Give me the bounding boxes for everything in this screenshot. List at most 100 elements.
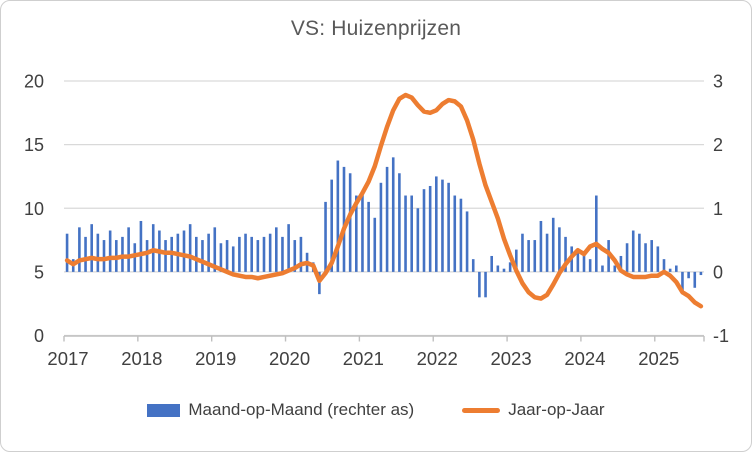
mom-bar xyxy=(447,182,450,272)
mom-bar xyxy=(330,179,333,272)
mom-bar xyxy=(496,265,500,272)
legend-item-jaar-op-jaar: Jaar-op-Jaar xyxy=(462,400,605,420)
right-axis-label: -1 xyxy=(713,326,729,346)
bar-series-swatch xyxy=(147,403,181,417)
mom-bar xyxy=(201,240,204,272)
mom-bar xyxy=(668,268,672,272)
mom-bar xyxy=(539,220,543,272)
mom-bar xyxy=(601,265,604,272)
mom-bar xyxy=(250,236,253,272)
mom-bar xyxy=(293,240,297,272)
mom-bar xyxy=(385,166,389,272)
mom-bar xyxy=(96,233,100,272)
mom-bar xyxy=(373,217,377,272)
mom-bar xyxy=(576,252,580,272)
mom-bar xyxy=(638,233,641,272)
right-axis-label: 3 xyxy=(713,72,723,92)
mom-bar xyxy=(625,243,629,272)
right-axis-label: 0 xyxy=(713,262,723,282)
left-axis-label: 0 xyxy=(34,326,44,346)
mom-bar xyxy=(207,233,210,272)
mom-bar xyxy=(613,265,617,272)
mom-bar xyxy=(65,233,69,272)
year-label: 2018 xyxy=(121,348,162,369)
year-label: 2025 xyxy=(638,348,679,369)
mom-bar xyxy=(108,230,112,272)
mom-bar xyxy=(490,255,493,272)
left-axis-label: 10 xyxy=(24,199,44,219)
right-axis-label: 2 xyxy=(713,135,723,155)
year-label: 2019 xyxy=(195,348,236,369)
mom-bar xyxy=(619,255,623,272)
mom-bar xyxy=(145,240,149,272)
left-axis-label: 20 xyxy=(24,72,44,92)
mom-bar xyxy=(631,230,635,272)
mom-bar xyxy=(275,227,278,272)
mom-bar xyxy=(650,240,653,272)
mom-bar xyxy=(502,268,506,272)
mom-bar xyxy=(404,195,407,272)
mom-bar xyxy=(471,259,475,272)
year-label: 2023 xyxy=(490,348,531,369)
mom-bar xyxy=(324,201,327,272)
mom-bar xyxy=(348,173,352,272)
mom-bar xyxy=(90,224,93,272)
right-axis-label: 1 xyxy=(713,199,723,219)
mom-bar xyxy=(182,230,186,272)
mom-bar xyxy=(582,255,586,272)
mom-bar xyxy=(231,246,235,272)
mom-bar xyxy=(262,236,266,272)
legend-item-maand-op-maand: Maand-op-Maand (rechter as) xyxy=(147,400,414,420)
mom-bar xyxy=(533,240,537,272)
mom-bar xyxy=(545,233,549,272)
mom-bar xyxy=(441,179,444,272)
year-label: 2022 xyxy=(417,348,458,369)
mom-bar xyxy=(558,227,561,272)
mom-bar xyxy=(244,233,247,272)
mom-bar xyxy=(361,192,364,272)
mom-bar xyxy=(515,249,518,272)
mom-bar xyxy=(551,217,555,272)
year-label: 2024 xyxy=(564,348,605,369)
mom-bar xyxy=(127,227,130,272)
mom-bar xyxy=(675,265,678,272)
line-series-swatch xyxy=(462,407,501,413)
mom-bar xyxy=(656,246,660,272)
mom-bar xyxy=(398,173,401,272)
mom-bar xyxy=(336,160,340,272)
mom-bar xyxy=(188,224,192,272)
mom-bar xyxy=(238,236,241,272)
mom-bar xyxy=(508,262,512,272)
mom-bar xyxy=(268,233,272,272)
legend-label-jaar-op-jaar: Jaar-op-Jaar xyxy=(508,400,605,419)
mom-bar xyxy=(367,201,370,272)
mom-bar xyxy=(391,157,395,272)
mom-bar xyxy=(355,195,358,272)
mom-bar xyxy=(299,236,303,272)
mom-bar xyxy=(256,240,260,272)
mom-bar xyxy=(164,240,167,272)
mom-bar xyxy=(699,271,703,276)
year-label: 2021 xyxy=(343,348,384,369)
mom-bar xyxy=(681,271,684,295)
mom-bar xyxy=(484,271,487,298)
mom-bar xyxy=(453,195,457,272)
legend-label-maand-op-maand: Maand-op-Maand (rechter as) xyxy=(188,400,415,419)
mom-bar xyxy=(102,240,106,272)
mom-bar xyxy=(428,185,432,272)
mom-bar xyxy=(459,198,463,272)
mom-bar xyxy=(225,240,229,272)
mom-bar xyxy=(465,211,469,272)
left-axis-label: 5 xyxy=(34,262,44,282)
mom-bar xyxy=(342,166,346,272)
mom-bar xyxy=(527,240,530,272)
mom-bar xyxy=(219,243,223,272)
mom-bar xyxy=(478,271,481,298)
mom-bar xyxy=(662,259,666,272)
mom-bar xyxy=(422,189,426,272)
year-label: 2017 xyxy=(47,348,88,369)
mom-bar xyxy=(84,236,87,272)
mom-bar xyxy=(564,236,567,272)
mom-bar xyxy=(521,233,524,272)
